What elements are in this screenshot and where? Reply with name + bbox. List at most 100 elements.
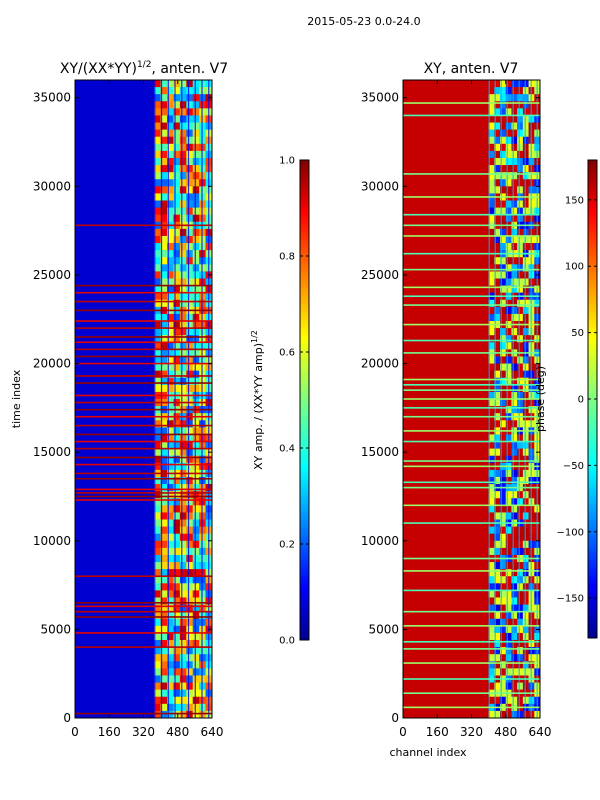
heatmap-cell: [488, 682, 495, 690]
heatmap-cell: [494, 257, 501, 265]
heatmap-cell: [179, 321, 187, 329]
heatmap-cell: [505, 661, 512, 669]
heatmap-cell: [505, 115, 512, 123]
heatmap-cell: [517, 682, 524, 690]
heatmap-cell: [488, 640, 495, 648]
heatmap-cell: [173, 186, 181, 194]
heatmap-cell: [192, 370, 200, 379]
heatmap-cell: [179, 562, 187, 570]
flagged-row: [75, 401, 212, 404]
flagged-row: [75, 499, 212, 501]
heatmap-cell: [154, 618, 161, 627]
heatmap-cell: [494, 696, 501, 705]
heatmap-cell: [160, 498, 168, 506]
heatmap-cell: [173, 363, 181, 371]
band-stripe: [187, 80, 190, 718]
heatmap-cell: [167, 129, 174, 138]
heatmap-cell: [517, 214, 524, 223]
heatmap-cell: [186, 186, 194, 194]
heatmap-cell: [505, 165, 512, 173]
heatmap-cell: [500, 200, 507, 208]
heatmap-cell: [192, 200, 200, 208]
heatmap-cell: [173, 420, 181, 428]
flagged-row: [403, 625, 540, 627]
heatmap-cell: [511, 150, 518, 159]
heatmap-cell: [154, 576, 161, 584]
heatmap-cell: [173, 462, 181, 471]
heatmap-cell: [500, 569, 507, 577]
heatmap-cell: [173, 597, 181, 605]
heatmap-cell: [154, 321, 161, 329]
heatmap-cell: [488, 165, 495, 173]
phase-panel-title: XY, anten. V7: [424, 61, 519, 77]
heatmap-cell: [154, 441, 161, 449]
heatmap-cell: [167, 434, 174, 442]
heatmap-cell: [154, 661, 161, 669]
heatmap-cell: [192, 710, 200, 719]
heatmap-cell: [167, 654, 174, 662]
heatmap-cell: [488, 590, 495, 598]
heatmap-cell: [517, 342, 524, 350]
heatmap-cell: [488, 129, 495, 138]
heatmap-cell: [494, 384, 501, 393]
heatmap-cell: [517, 356, 524, 364]
heatmap-cell: [505, 576, 512, 584]
heatmap-cell: [522, 668, 529, 676]
heatmap-cell: [522, 597, 529, 605]
heatmap-cell: [154, 122, 161, 130]
heatmap-cell: [186, 214, 194, 223]
heatmap-cell: [173, 569, 181, 577]
heatmap-cell: [173, 349, 181, 357]
heatmap-cell: [522, 328, 529, 336]
heatmap-cell: [179, 710, 187, 719]
heatmap-cell: [505, 491, 512, 499]
heatmap-cell: [154, 569, 161, 577]
heatmap-cell: [186, 540, 194, 549]
heatmap-cell: [505, 172, 512, 180]
flagged-row: [75, 488, 212, 491]
heatmap-cell: [511, 583, 518, 591]
heatmap-cell: [192, 143, 200, 152]
heatmap-cell: [488, 491, 495, 499]
heatmap-cell: [517, 257, 524, 265]
heatmap-cell: [167, 682, 174, 690]
flagged-row: [75, 320, 212, 322]
heatmap-cell: [179, 193, 187, 201]
heatmap-cell: [160, 257, 168, 265]
heatmap-cell: [179, 420, 187, 428]
heatmap-cell: [505, 108, 512, 116]
heatmap-cell: [494, 469, 501, 478]
heatmap-cell: [494, 150, 501, 159]
heatmap-cell: [167, 94, 174, 102]
heatmap-cell: [505, 434, 512, 442]
heatmap-cell: [511, 647, 518, 655]
heatmap-cell: [154, 384, 161, 393]
heatmap-cell: [167, 554, 174, 563]
heatmap-cell: [494, 115, 501, 123]
heatmap-cell: [179, 476, 187, 485]
heatmap-cell: [154, 157, 161, 166]
heatmap-cell: [517, 200, 524, 208]
heatmap-cell: [517, 455, 524, 464]
heatmap-cell: [494, 285, 501, 293]
heatmap-cell: [505, 441, 512, 449]
heatmap-cell: [505, 384, 512, 393]
amplitude-y-axis-label: time index: [10, 369, 23, 428]
heatmap-cell: [173, 356, 181, 364]
heatmap-cell: [173, 618, 181, 627]
heatmap-cell: [488, 271, 495, 279]
heatmap-cell: [511, 207, 518, 215]
heatmap-cell: [511, 597, 518, 605]
heatmap-cell: [522, 399, 529, 407]
heatmap-cell: [494, 597, 501, 605]
heatmap-cell: [160, 250, 168, 258]
heatmap-cell: [517, 469, 524, 478]
heatmap-cell: [160, 264, 168, 272]
colorbar-tick-label: 0: [578, 395, 584, 406]
heatmap-cell: [173, 491, 181, 499]
heatmap-cell: [500, 306, 507, 315]
heatmap-cell: [167, 143, 174, 152]
heatmap-cell: [186, 200, 194, 208]
heatmap-cell: [511, 441, 518, 449]
heatmap-cell: [160, 157, 168, 166]
